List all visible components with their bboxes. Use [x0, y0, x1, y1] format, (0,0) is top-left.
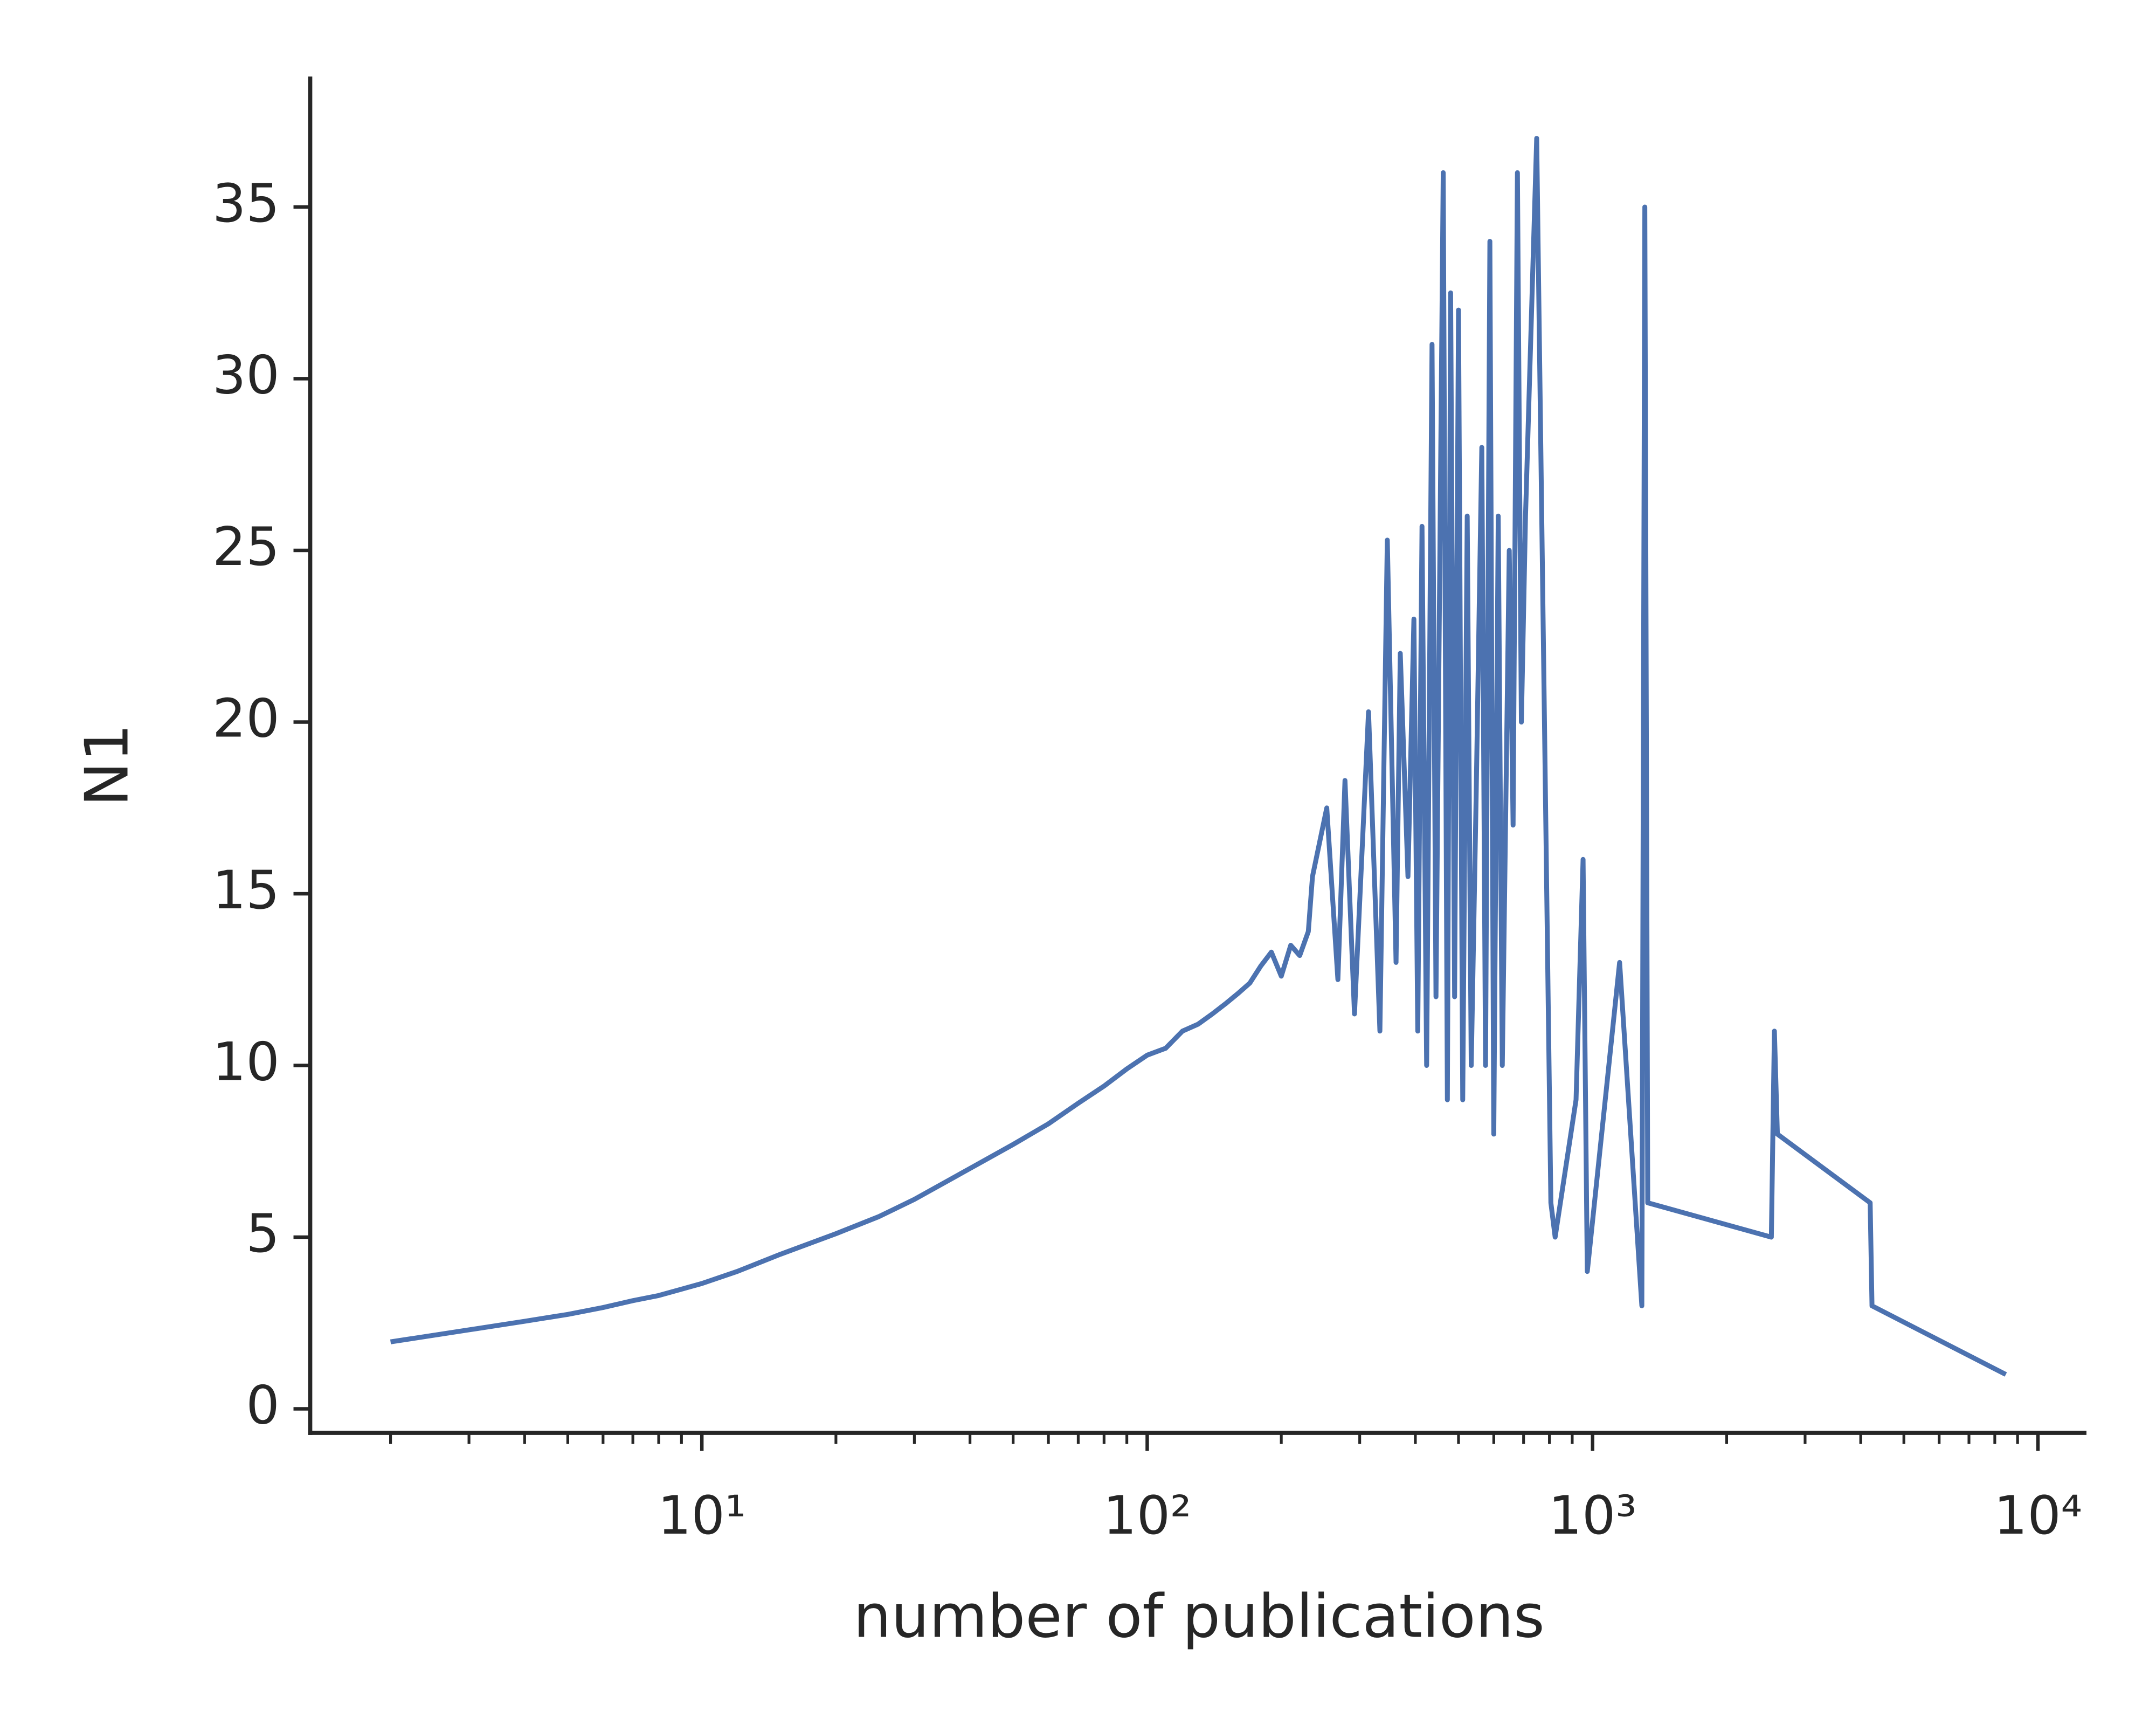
y-axis-label: N1 — [73, 724, 142, 807]
data-line — [390, 136, 2007, 1377]
y-tick-label: 25 — [212, 516, 280, 578]
y-tick-label: 15 — [212, 860, 280, 921]
x-tick-label: 10³ — [1549, 1485, 1637, 1547]
y-tick-label: 30 — [212, 344, 280, 406]
x-tick-label: 10⁴ — [1994, 1485, 2082, 1547]
y-tick-label: 10 — [212, 1031, 280, 1093]
y-tick-label: 20 — [212, 688, 280, 749]
y-tick-label: 0 — [246, 1375, 279, 1436]
x-axis-label: number of publications — [853, 1582, 1545, 1652]
y-tick-label: 35 — [212, 173, 280, 234]
x-tick-label: 10¹ — [658, 1485, 746, 1547]
y-tick-label: 5 — [246, 1203, 279, 1265]
x-tick-label: 10² — [1103, 1485, 1191, 1547]
